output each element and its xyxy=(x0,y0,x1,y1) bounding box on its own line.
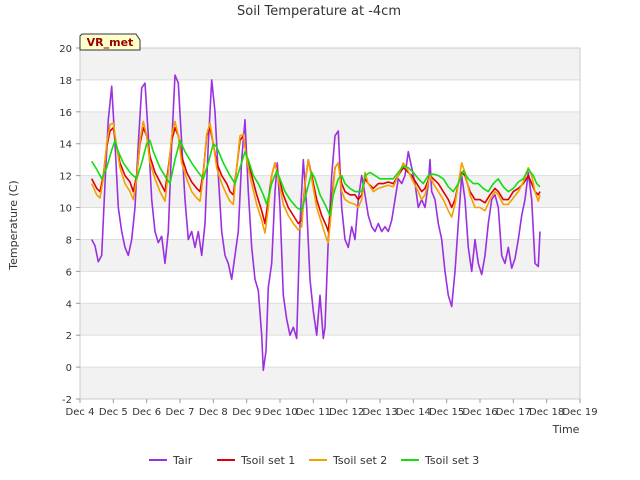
y-tick-label: 12 xyxy=(59,172,72,183)
y-tick-label: 18 xyxy=(59,76,72,87)
site-label: VR_met xyxy=(87,36,134,49)
x-tick-label: Dec 13 xyxy=(362,407,397,418)
x-tick-label: Dec 5 xyxy=(99,407,128,418)
legend-label: Tsoil set 2 xyxy=(332,454,387,467)
site-badge: VR_met xyxy=(79,33,141,51)
plot-band xyxy=(80,367,580,399)
legend-label: Tsoil set 1 xyxy=(240,454,295,467)
y-tick-label: 10 xyxy=(59,204,72,215)
series-line-tair xyxy=(90,74,541,372)
x-tick-label: Dec 9 xyxy=(232,407,261,418)
x-tick-label: Dec 6 xyxy=(132,407,161,418)
chart-title: Soil Temperature at -4cm xyxy=(237,4,401,19)
y-tick-label: -2 xyxy=(62,395,72,406)
x-tick-label: Dec 10 xyxy=(262,407,297,418)
series-line-tsoil-set-3 xyxy=(91,139,541,217)
y-tick-label: 14 xyxy=(59,140,72,151)
x-tick-label: Dec 8 xyxy=(199,407,228,418)
y-tick-label: 6 xyxy=(66,267,72,278)
legend: Tair Tsoil set 1 Tsoil set 2 Tsoil set 3 xyxy=(149,454,479,467)
plot-frame xyxy=(79,47,581,400)
x-tick-label: Dec 11 xyxy=(296,407,331,418)
plot-band xyxy=(80,111,580,144)
y-tick-label: 16 xyxy=(59,108,72,119)
plot-band xyxy=(80,48,580,80)
x-tick-label: Dec 14 xyxy=(396,407,431,418)
plot-band xyxy=(80,303,580,336)
legend-item: Tair xyxy=(149,454,193,467)
x-tick-label: Dec 15 xyxy=(429,407,464,418)
plot-band xyxy=(80,239,580,272)
series-lines xyxy=(90,74,541,372)
x-tick-label: Dec 19 xyxy=(562,407,597,418)
legend-item: Tsoil set 1 xyxy=(217,454,295,467)
legend-label: Tsoil set 3 xyxy=(424,454,479,467)
legend-label: Tair xyxy=(172,454,193,467)
y-tick-label: 20 xyxy=(59,44,72,55)
y-axis-ticks: -2 0 2 4 6 8 10 12 14 16 18 20 xyxy=(59,44,80,406)
y-tick-label: 0 xyxy=(66,363,72,374)
x-axis-ticks: Dec 4 Dec 5 Dec 6 Dec 7 Dec 8 Dec 9 Dec 10Dec … xyxy=(66,399,598,418)
legend-item: Tsoil set 2 xyxy=(309,454,387,467)
x-tick-label: Dec 18 xyxy=(529,407,564,418)
x-axis-label: Time xyxy=(552,423,580,436)
x-tick-label: Dec 12 xyxy=(329,407,364,418)
x-tick-label: Dec 17 xyxy=(496,407,531,418)
x-tick-label: Dec 16 xyxy=(462,407,497,418)
y-tick-label: 2 xyxy=(66,331,72,342)
y-axis-label: Temperature (C) xyxy=(7,180,20,270)
y-tick-label: 8 xyxy=(66,235,72,246)
series-line-tsoil-set-2 xyxy=(90,120,541,244)
x-tick-label: Dec 7 xyxy=(166,407,195,418)
y-tick-label: 4 xyxy=(66,299,72,310)
legend-item: Tsoil set 3 xyxy=(401,454,479,467)
x-tick-label: Dec 4 xyxy=(66,407,95,418)
